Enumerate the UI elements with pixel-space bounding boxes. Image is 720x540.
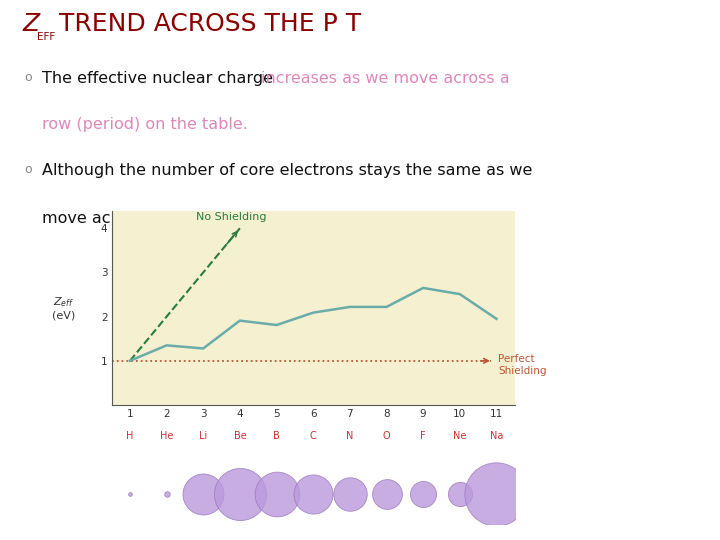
- Text: N: N: [346, 430, 354, 441]
- Point: [271, 490, 282, 498]
- Point: [381, 490, 392, 498]
- Text: The effective nuclear charge: The effective nuclear charge: [42, 71, 278, 86]
- Point: [418, 490, 429, 498]
- Text: $Z_{eff}$
(eV): $Z_{eff}$ (eV): [52, 295, 75, 321]
- Text: increases as we move across a: increases as we move across a: [261, 71, 510, 86]
- Text: Be: Be: [233, 430, 246, 441]
- Point: [197, 490, 209, 498]
- Text: C: C: [310, 430, 317, 441]
- Point: [161, 490, 172, 498]
- Point: [234, 490, 246, 498]
- Point: [454, 490, 466, 498]
- Text: EFF: EFF: [37, 32, 55, 42]
- Text: TREND ACROSS THE P T: TREND ACROSS THE P T: [58, 12, 361, 36]
- Point: [307, 490, 319, 498]
- Point: [491, 490, 503, 498]
- Text: o: o: [24, 71, 32, 84]
- Text: No Shielding: No Shielding: [196, 212, 266, 221]
- Text: o: o: [24, 163, 32, 177]
- Text: H: H: [126, 430, 134, 441]
- Point: [124, 490, 135, 498]
- Text: O: O: [383, 430, 390, 441]
- Text: Li: Li: [199, 430, 207, 441]
- Text: F: F: [420, 430, 426, 441]
- Text: row (period) on the table.: row (period) on the table.: [42, 117, 248, 132]
- Text: He: He: [160, 430, 174, 441]
- Text: Na: Na: [490, 430, 503, 441]
- Text: Z: Z: [22, 12, 39, 36]
- Text: Ne: Ne: [453, 430, 467, 441]
- Text: B: B: [273, 430, 280, 441]
- Text: Perfect: Perfect: [498, 354, 535, 363]
- Text: move across, the actual nuclear charge increases.: move across, the actual nuclear charge i…: [42, 212, 446, 226]
- Text: Although the number of core electrons stays the same as we: Although the number of core electrons st…: [42, 163, 532, 178]
- Point: [344, 490, 356, 498]
- Text: Shielding: Shielding: [498, 366, 546, 375]
